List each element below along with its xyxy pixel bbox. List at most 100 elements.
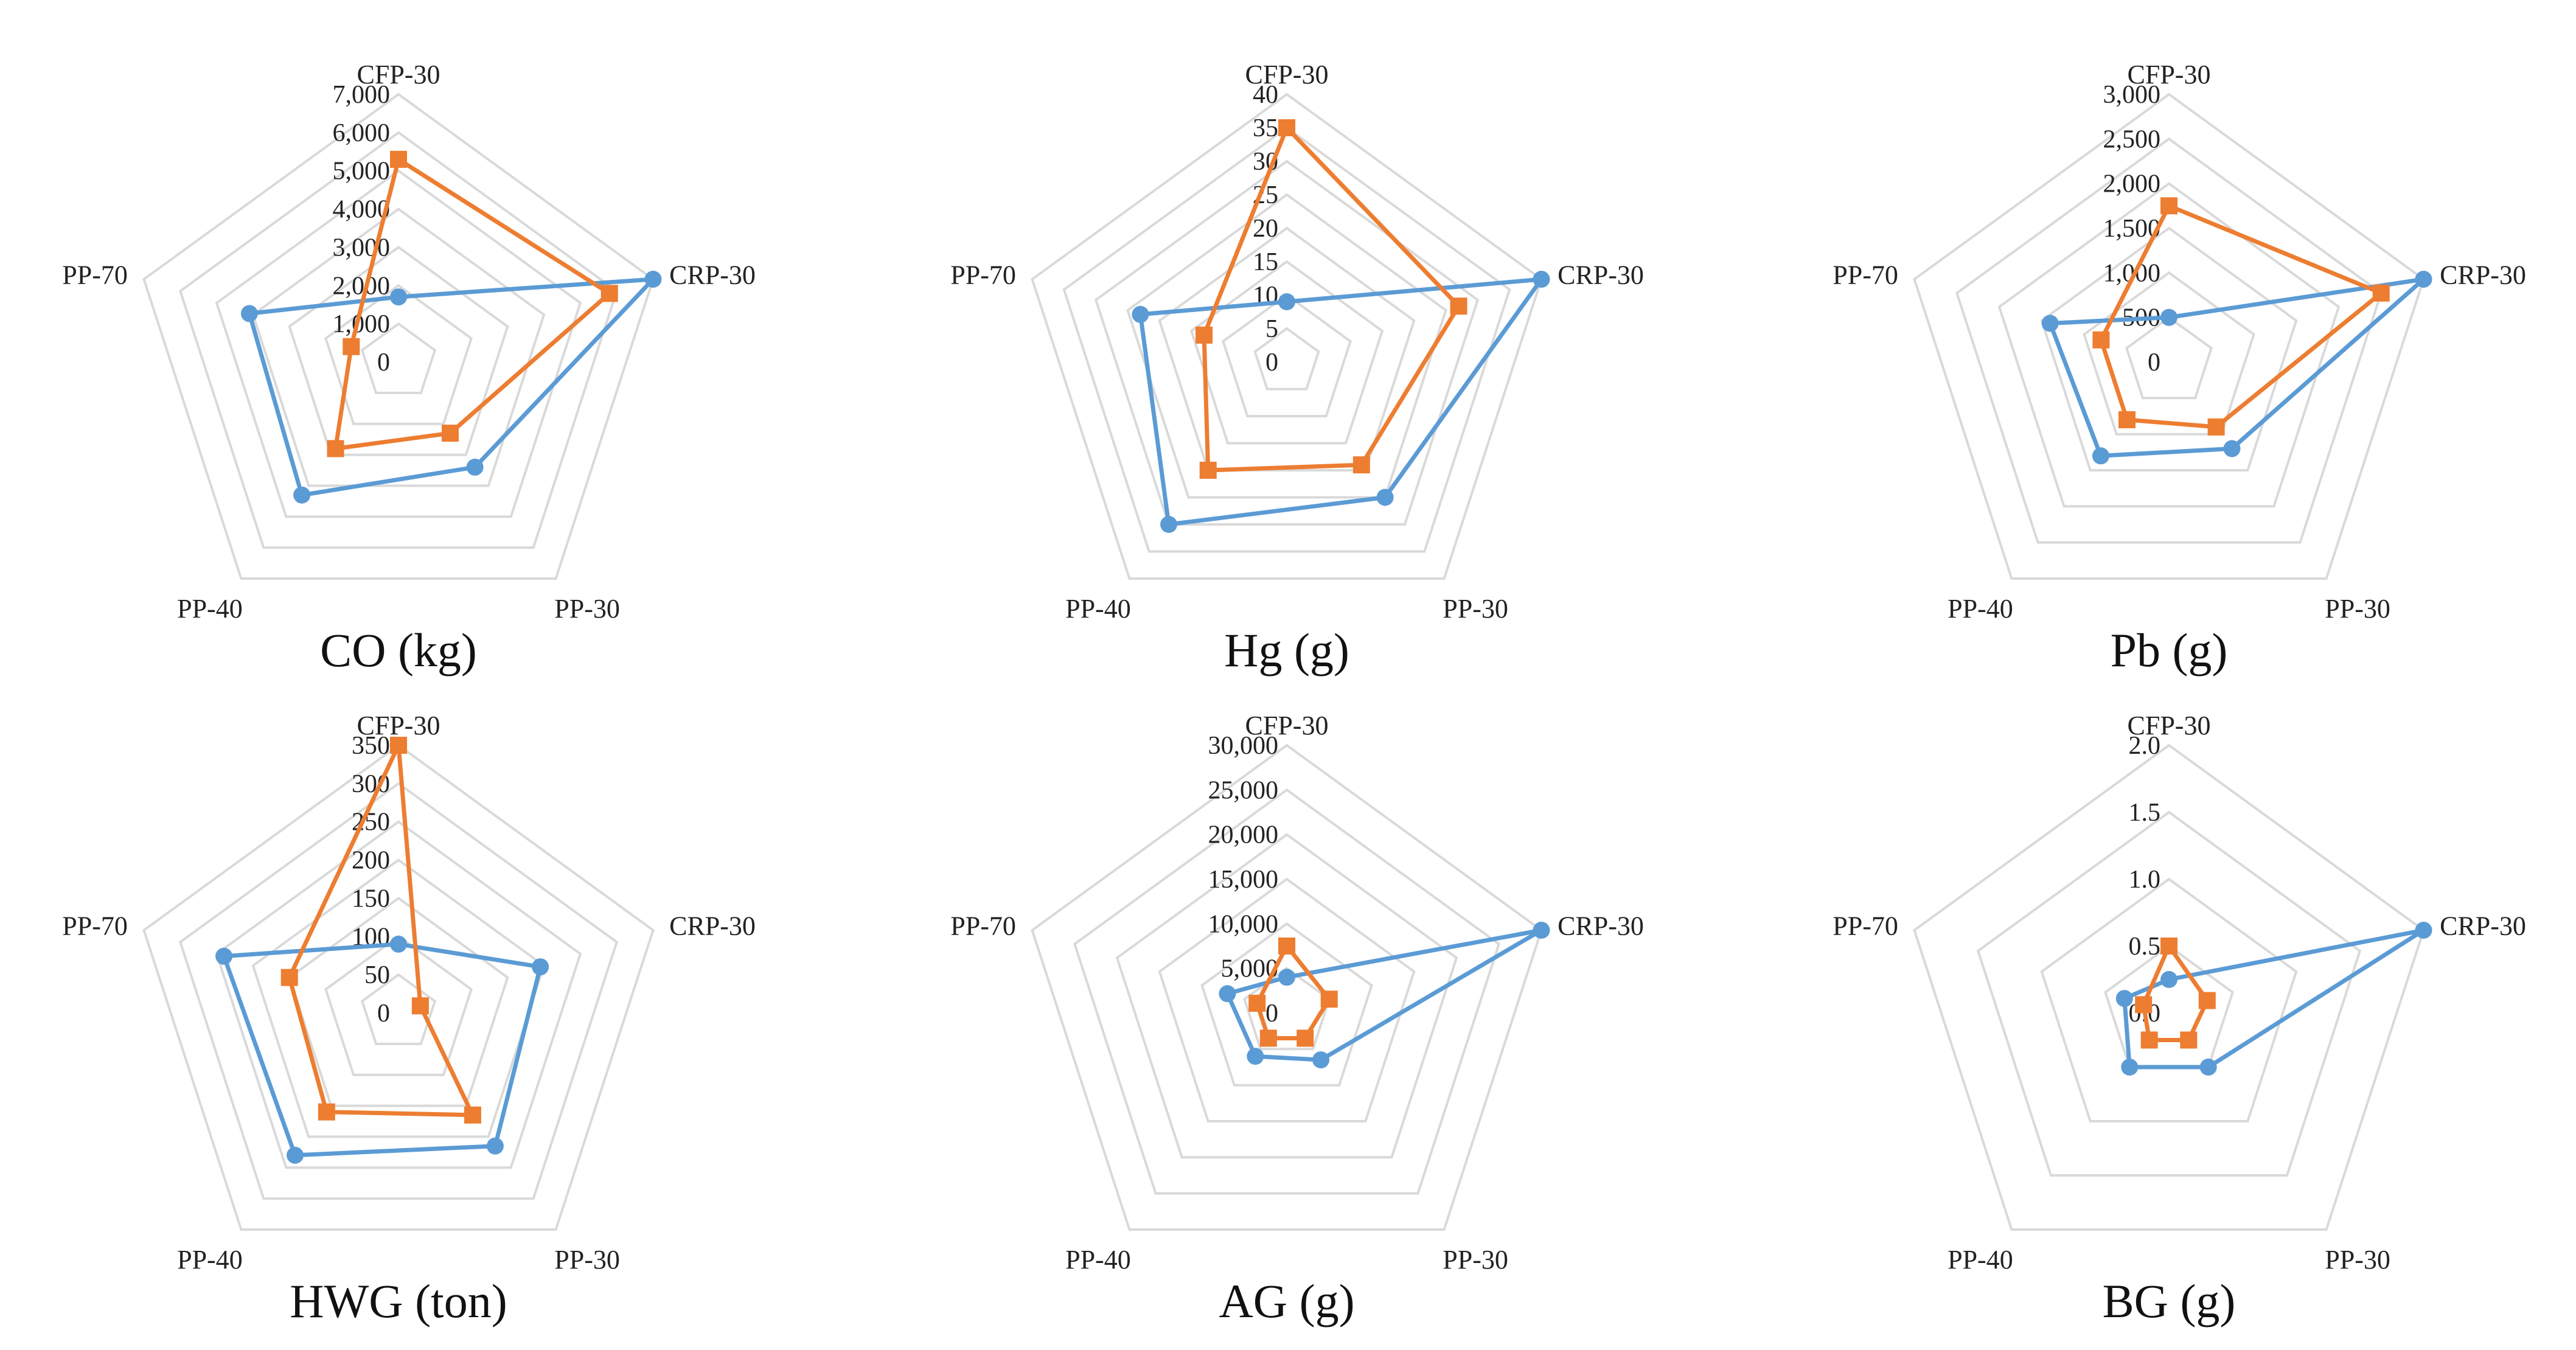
point-blue-pp-30 xyxy=(466,458,484,476)
tick-label: 3,000 xyxy=(2103,81,2161,109)
point-blue-pp-30 xyxy=(2199,1059,2217,1076)
tick-label: 0 xyxy=(1265,1000,1278,1028)
point-orange-pp-70 xyxy=(2135,996,2153,1014)
series-line-orange xyxy=(1202,125,1461,473)
grid-ring xyxy=(1126,193,1447,499)
grid-ring xyxy=(1158,226,1416,471)
point-blue-cfp-30 xyxy=(390,935,407,953)
radar-chart-1: 01,0002,0003,0004,0005,0006,0007,000CFP-… xyxy=(62,60,756,677)
tick-label: 2,000 xyxy=(333,272,391,300)
grid-ring xyxy=(1115,833,1458,1159)
point-blue-cfp-30 xyxy=(2160,971,2177,988)
point-blue-pp-30 xyxy=(1376,489,1394,506)
axis-label-crp-30: CRP-30 xyxy=(1558,260,1644,290)
tick-label: 0 xyxy=(1265,349,1278,377)
point-orange-crp-30 xyxy=(1450,297,1467,315)
axis-label-pp-70: PP-70 xyxy=(62,260,128,290)
point-orange-pp-30 xyxy=(1352,456,1370,474)
axis-label-pp-30: PP-30 xyxy=(2325,1245,2390,1275)
grid-ring xyxy=(1062,126,1511,553)
chart-title: AG (g) xyxy=(1219,1275,1354,1327)
axis-label-pp-70: PP-70 xyxy=(950,260,1016,290)
point-orange-pp-30 xyxy=(2180,1031,2198,1049)
grid-ring xyxy=(1031,92,1543,580)
tick-label: 50 xyxy=(364,961,390,989)
point-blue-crp-30 xyxy=(532,958,549,976)
point-orange-cfp-30 xyxy=(390,150,407,168)
grid-ring xyxy=(288,896,509,1107)
tick-label: 3,000 xyxy=(333,234,391,262)
point-blue-pp-40 xyxy=(293,486,311,504)
tick-label: 2,000 xyxy=(2103,170,2161,198)
point-blue-pp-70 xyxy=(1132,305,1149,323)
point-orange-pp-70 xyxy=(343,338,360,355)
series-line-blue xyxy=(247,277,655,498)
grid-ring xyxy=(1094,159,1480,526)
tick-label: 10,000 xyxy=(1208,910,1279,938)
point-orange-pp-70 xyxy=(1248,995,1266,1012)
axis-label-pp-30: PP-30 xyxy=(2325,594,2390,624)
tick-label: 1.0 xyxy=(2129,866,2161,894)
series-line-orange xyxy=(2098,203,2384,430)
tick-label: 5 xyxy=(1265,315,1278,343)
point-blue-cfp-30 xyxy=(1278,293,1295,310)
grid-ring xyxy=(178,131,619,549)
axis-label-cfp-30: CFP-30 xyxy=(1245,60,1329,89)
grid-ring xyxy=(1913,92,2425,580)
grid-ring xyxy=(2040,877,2298,1122)
point-blue-crp-30 xyxy=(1533,922,1550,939)
point-orange-pp-40 xyxy=(327,440,344,458)
point-blue-pp-40 xyxy=(2092,447,2109,465)
point-orange-crp-30 xyxy=(2198,992,2216,1009)
axis-label-pp-40: PP-40 xyxy=(1065,1245,1131,1275)
grid-ring xyxy=(251,207,546,487)
grid-ring xyxy=(1031,743,1543,1231)
axis-label-pp-40: PP-40 xyxy=(177,594,243,624)
chart-title: Pb (g) xyxy=(2111,624,2228,677)
axis-label-cfp-30: CFP-30 xyxy=(2128,711,2211,740)
grid-ring xyxy=(1222,293,1352,417)
axis-label-crp-30: CRP-30 xyxy=(1558,911,1644,941)
point-orange-cfp-30 xyxy=(1278,119,1295,136)
axis-label-crp-30: CRP-30 xyxy=(669,260,756,290)
series-line-orange xyxy=(287,743,475,1118)
point-blue-crp-30 xyxy=(1533,271,1550,288)
tick-label: 350 xyxy=(352,732,390,760)
grid-ring xyxy=(324,934,473,1076)
radar-chart-3: 05001,0001,5002,0002,5003,000CFP-30CRP-3… xyxy=(1833,60,2526,677)
tick-label: 0 xyxy=(377,1000,390,1028)
tick-label: 2.0 xyxy=(2129,732,2161,760)
tick-label: 35 xyxy=(1253,114,1278,142)
point-blue-pp-40 xyxy=(287,1146,304,1164)
point-blue-pp-40 xyxy=(2121,1059,2139,1076)
grid-ring xyxy=(215,169,582,518)
axis-label-pp-30: PP-30 xyxy=(554,1245,620,1275)
tick-label: 1.5 xyxy=(2129,799,2161,827)
axis-label-pp-70: PP-70 xyxy=(1833,260,1898,290)
axis-label-cfp-30: CFP-30 xyxy=(357,60,440,89)
radar-chart-5: 05,00010,00015,00020,00025,00030,000CFP-… xyxy=(950,711,1644,1327)
axis-label-pp-70: PP-70 xyxy=(62,911,128,941)
grid-ring xyxy=(360,973,437,1045)
chart-title: BG (g) xyxy=(2103,1275,2236,1327)
axis-label-crp-30: CRP-30 xyxy=(2440,260,2526,290)
axis-label-pp-30: PP-30 xyxy=(1443,1245,1508,1275)
point-orange-cfp-30 xyxy=(2160,197,2177,215)
axis-label-pp-70: PP-70 xyxy=(950,911,1016,941)
point-orange-cfp-30 xyxy=(2160,938,2177,955)
point-blue-crp-30 xyxy=(644,271,662,288)
grid-ring xyxy=(1976,810,2362,1177)
grid-ring xyxy=(1913,743,2425,1231)
point-orange-pp-70 xyxy=(1196,326,1213,344)
point-orange-crp-30 xyxy=(411,997,429,1015)
tick-label: 0.5 xyxy=(2129,933,2161,961)
point-blue-pp-30 xyxy=(486,1137,504,1155)
point-orange-pp-40 xyxy=(2140,1031,2158,1049)
grid-ring xyxy=(178,782,619,1200)
tick-label: 15 xyxy=(1253,248,1278,276)
axis-label-cfp-30: CFP-30 xyxy=(2128,60,2211,89)
axis-label-pp-40: PP-40 xyxy=(1948,1245,2013,1275)
grid-ring xyxy=(1955,137,2383,544)
